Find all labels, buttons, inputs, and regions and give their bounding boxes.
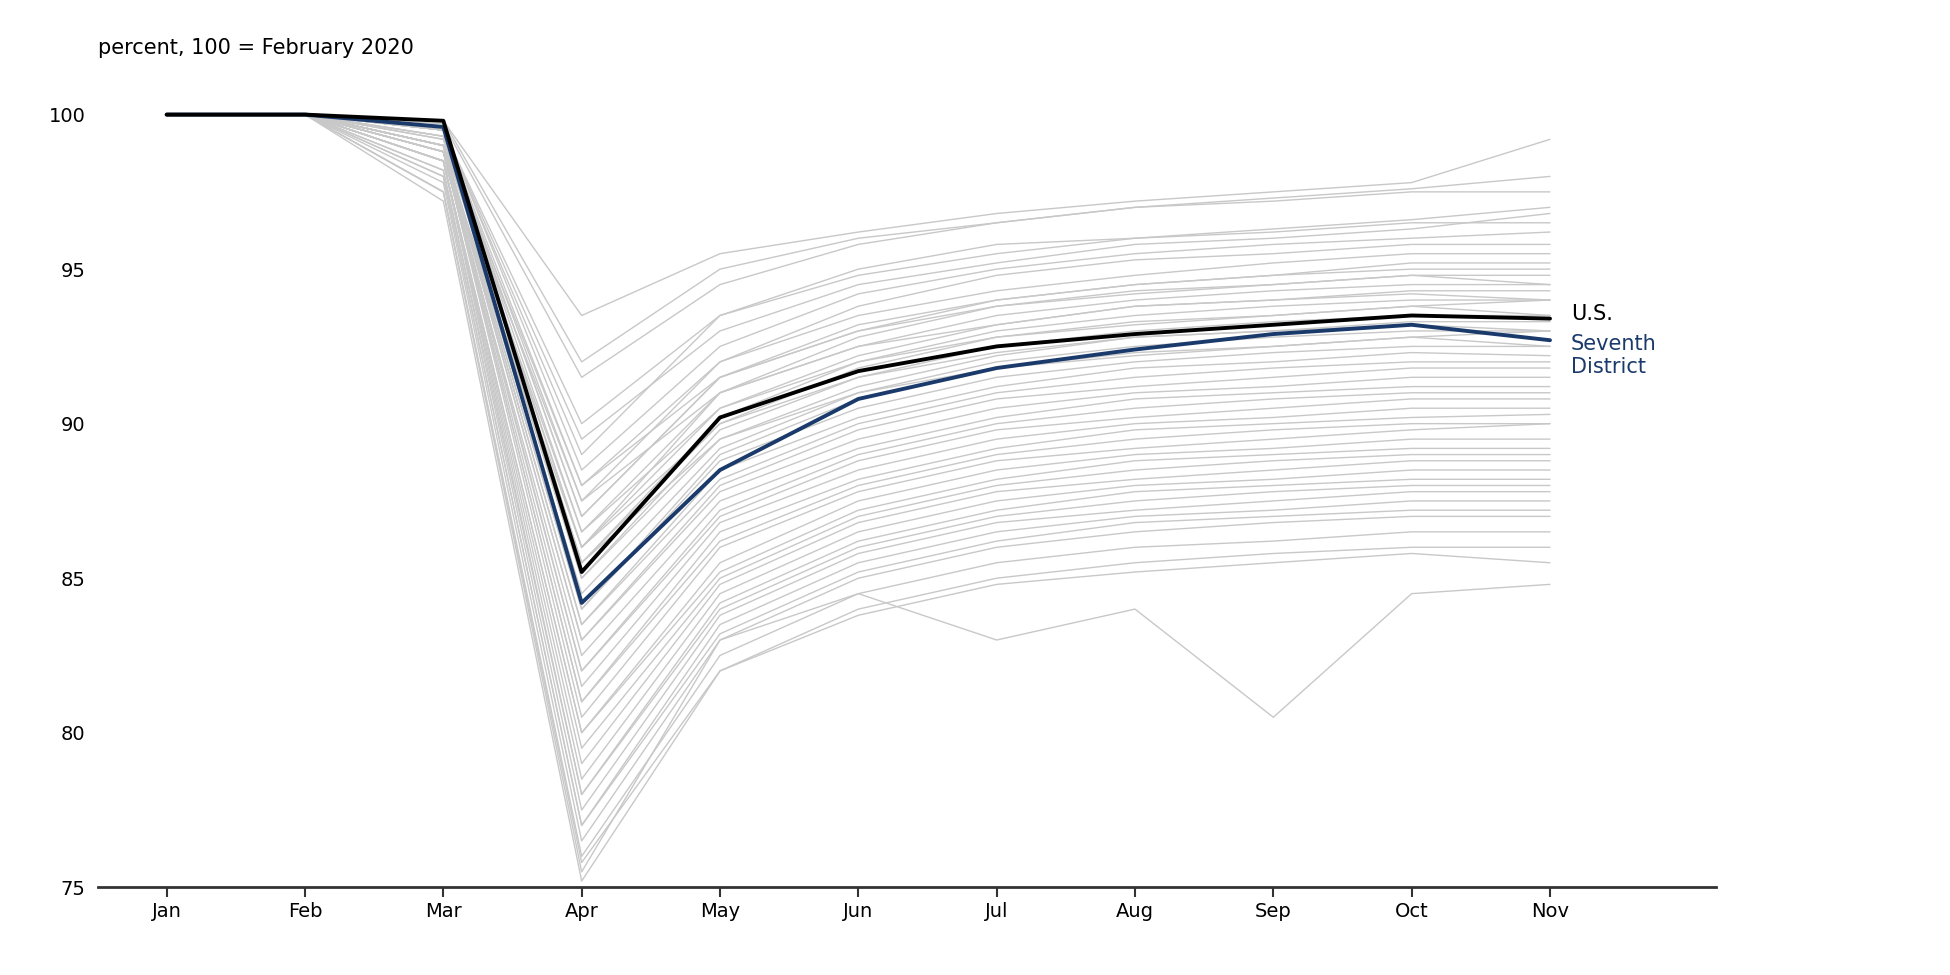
Text: Seventh
District: Seventh District <box>1572 334 1656 377</box>
Text: U.S.: U.S. <box>1572 304 1613 324</box>
Text: percent, 100 = February 2020: percent, 100 = February 2020 <box>98 38 413 58</box>
